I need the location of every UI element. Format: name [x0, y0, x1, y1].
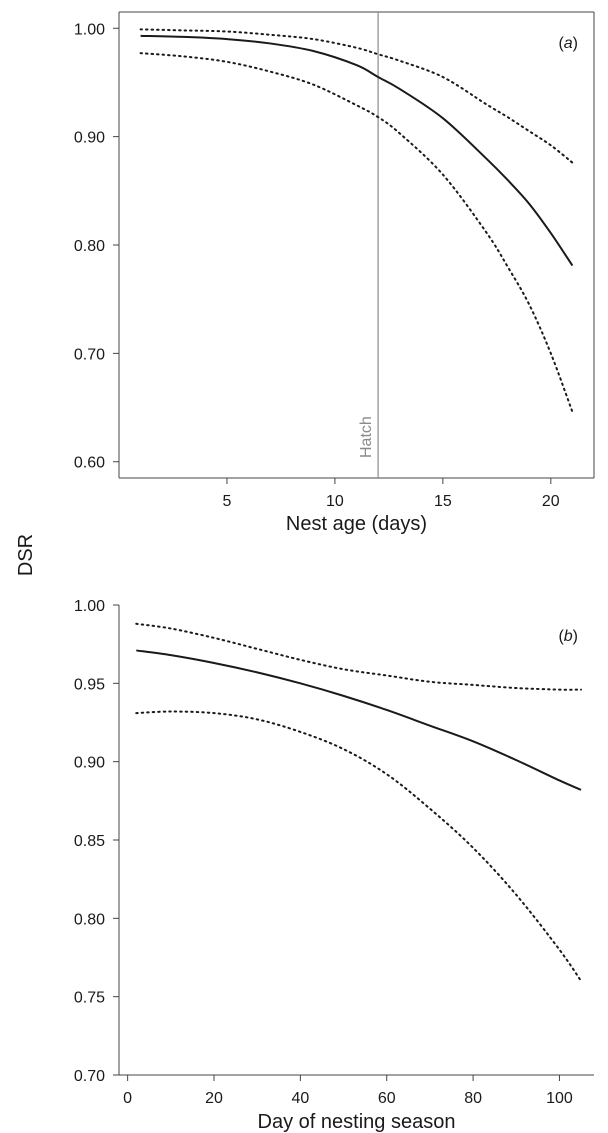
y-tick-label: 0.90: [74, 755, 105, 772]
panel-tag: (a): [558, 35, 578, 52]
shared-y-axis-label: DSR: [15, 534, 37, 576]
x-tick-label: 80: [464, 1090, 482, 1107]
y-tick-label: 0.60: [74, 455, 105, 472]
panel-b-chart: 0.70 0.75 0.80 0.85 0.90 0.95 1.00 0 20 40 60 80 100…: [74, 598, 594, 1133]
x-tick-label: 40: [291, 1090, 309, 1107]
x-tick-label: 100: [546, 1090, 573, 1107]
y-tick-label: 0.95: [74, 676, 105, 693]
y-tick-label: 0.75: [74, 990, 105, 1007]
series-line-upper: [135, 622, 583, 691]
x-tick-label: 20: [542, 493, 560, 510]
x-axis-label: Nest age (days): [286, 513, 427, 535]
y-tick-label: 0.90: [74, 130, 105, 147]
x-tick-label: 20: [205, 1090, 223, 1107]
x-tick-label: 5: [223, 493, 232, 510]
x-tick-label: 15: [434, 493, 452, 510]
series-line-lower: [139, 52, 574, 413]
series-line-estimate: [136, 649, 582, 791]
y-tick-label: 0.70: [74, 1068, 105, 1085]
y-tick-label: 1.00: [74, 598, 105, 615]
x-axis-label: Day of nesting season: [258, 1111, 456, 1133]
y-tick-label: 0.80: [74, 911, 105, 928]
x-tick-label: 0: [123, 1090, 132, 1107]
x-tick-label: 10: [326, 493, 344, 510]
x-tick-label: 60: [378, 1090, 396, 1107]
series-line-upper: [139, 28, 574, 164]
y-tick-label: 0.70: [74, 346, 105, 363]
panel-a-chart: 0.60 0.70 0.80 0.90 1.00 5 10 15 20 Nest age (day…: [74, 11, 595, 535]
y-tick-label: 0.85: [74, 833, 105, 850]
series-line-estimate: [140, 34, 574, 267]
hatch-label: Hatch: [358, 416, 375, 458]
series-line-lower: [135, 710, 583, 982]
y-tick-label: 0.80: [74, 238, 105, 255]
panel-tag: (b): [558, 628, 578, 645]
y-tick-label: 1.00: [74, 21, 105, 38]
